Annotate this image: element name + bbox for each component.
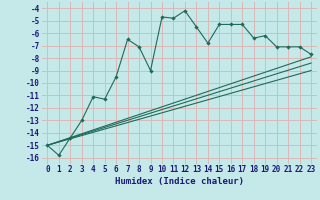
X-axis label: Humidex (Indice chaleur): Humidex (Indice chaleur)	[115, 177, 244, 186]
